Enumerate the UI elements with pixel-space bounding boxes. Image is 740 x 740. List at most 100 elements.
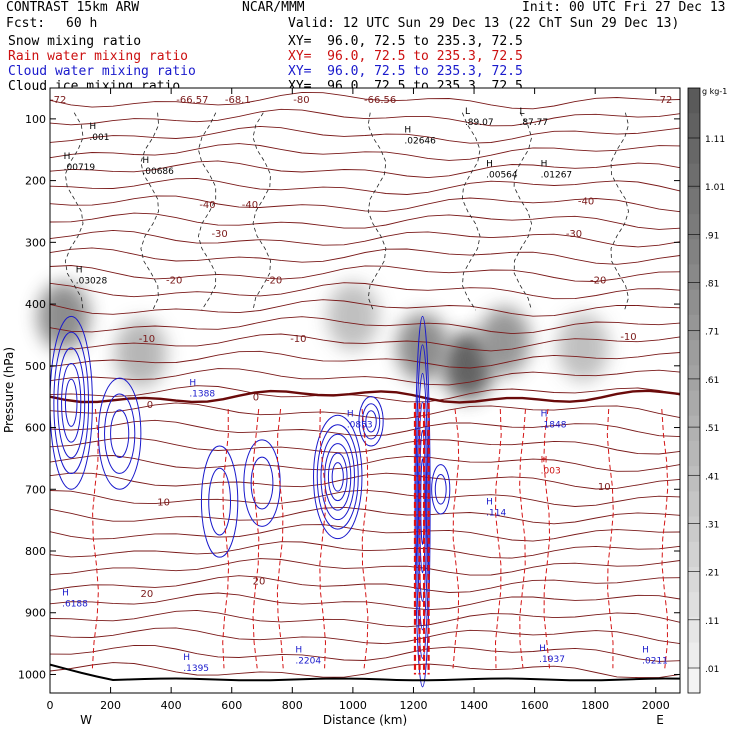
temperature-contour-label: -66.56 [364, 95, 396, 106]
cloud-water-contour [316, 424, 359, 530]
temperature-contour [49, 455, 681, 472]
cloud-water-contour [53, 331, 90, 475]
x-tick-label: 400 [161, 699, 182, 712]
center-title: NCAR/MMM [242, 0, 305, 15]
temperature-contour [49, 282, 681, 300]
temperature-contour-label: -10 [620, 332, 636, 343]
x-tick-label: 600 [221, 699, 242, 712]
cloud-water-contour [200, 445, 239, 558]
cloud-water-contour [420, 458, 425, 545]
extremum-marker: H [76, 265, 83, 275]
colorbar-tick-label: .51 [705, 424, 719, 434]
temperature-contour-label: -20 [266, 275, 282, 286]
colorbar-segment [688, 289, 700, 316]
y-tick-label: 900 [25, 607, 46, 620]
extremum-marker: H [62, 588, 69, 598]
cloud-water-contour [208, 467, 232, 536]
extremum-marker: H [539, 644, 546, 654]
cloud-water-contour [419, 429, 426, 574]
colorbar-segment [688, 466, 700, 492]
temperature-contour [49, 558, 681, 576]
temperature-contour [49, 662, 681, 679]
colorbar-segment [688, 415, 700, 442]
extremum-marker: H [541, 456, 548, 466]
extremum-value: .2204 [295, 657, 321, 667]
x-tick-label: 2000 [642, 699, 670, 712]
temperature-contour [49, 592, 681, 611]
rain-contours [91, 402, 669, 675]
y-tick-label: 800 [25, 545, 46, 558]
extremum-value: .00686 [142, 167, 174, 177]
temperature-contour-label: -10 [139, 334, 155, 345]
snow-maximum [37, 282, 90, 351]
x-tick-label: 1800 [581, 699, 609, 712]
colorbar-tick-label: .11 [705, 617, 719, 627]
extremum-value: .1937 [539, 655, 565, 665]
extremum-marker: H [64, 152, 71, 162]
colorbar-segment [688, 541, 700, 568]
temperature-contour-label: 20 [253, 577, 266, 588]
cloud-ice-contour [610, 112, 629, 311]
snow-maximum [557, 313, 610, 382]
rain-contour [319, 408, 327, 669]
temperature-contour [50, 333, 681, 352]
temperature-contour [49, 489, 681, 507]
extremum-marker: H [89, 122, 96, 132]
extremum-marker: L [519, 107, 524, 117]
colorbar-tick-label: .71 [705, 328, 719, 338]
axes: 0 200 400 600 800 1000 1200 1400 1600 1800 2000100… [18, 88, 680, 712]
extremum-value: .0211 [642, 657, 668, 667]
temperature-contour [49, 350, 681, 369]
colorbar-unit: g kg-1 [702, 87, 727, 96]
colorbar-segment [688, 163, 700, 190]
x-tick-label: 1400 [460, 699, 488, 712]
colorbar-segment [688, 592, 700, 618]
colorbar-tick-label: 1.01 [705, 183, 725, 193]
cloud-water-contour [365, 410, 377, 433]
y-tick-label: 200 [25, 175, 46, 188]
temperature-contour-label: 20 [141, 589, 154, 600]
temperature-contour-label: -10 [290, 334, 306, 345]
colorbar-tick-label: .21 [705, 569, 719, 579]
cloud-ice-contour [64, 112, 84, 311]
colorbar-segment [688, 113, 700, 139]
rain-contour [494, 408, 502, 669]
rain-contour [361, 408, 369, 669]
temperature-contour [49, 609, 681, 628]
temperature-contour-label: -66.57 [176, 95, 208, 106]
colorbar-segment [688, 617, 700, 644]
extremum-marker: H [189, 378, 196, 388]
cloud-water-contour [431, 464, 451, 515]
plot-frame [49, 87, 681, 694]
temperature-contour [49, 195, 681, 213]
temperature-contour-label: -30 [566, 229, 582, 240]
temperature-contour-label: -72 [50, 95, 66, 106]
terrain-line [49, 663, 681, 682]
rain-contour [276, 408, 284, 669]
x-tick-label: 0 [47, 699, 54, 712]
cloud-water-contour [64, 378, 78, 427]
cloud-water-contour [415, 344, 430, 659]
temperature-contour [49, 108, 681, 127]
extremum-marker: H [486, 159, 493, 169]
temperature-contour [49, 91, 681, 110]
field-snow-xy: XY= 96.0, 72.5 to 235.3, 72.5 [288, 34, 523, 49]
cloud-ice-contour [461, 112, 481, 311]
temperature-contour-label: -20 [590, 275, 606, 286]
temperature-contour-label: -40 [242, 200, 258, 211]
fcst-label: Fcst: [6, 16, 46, 31]
temperature-contour [49, 212, 681, 230]
cloud-water-contour [417, 401, 428, 602]
init-time: Init: 00 UTC Fri 27 Dec 13 [522, 0, 726, 15]
rain-contour [661, 408, 669, 669]
extremum-value: .1395 [183, 664, 209, 674]
temperature-contour-label: -68.1 [225, 95, 251, 106]
temperature-contour [49, 299, 681, 317]
cloud-ice-contour [140, 112, 160, 311]
rain-contour [252, 408, 260, 669]
colorbar-tick-label: .61 [705, 376, 719, 386]
temperature-contour [49, 143, 681, 161]
extremum-value: .1848 [541, 420, 567, 430]
temperature-contour [49, 472, 681, 490]
